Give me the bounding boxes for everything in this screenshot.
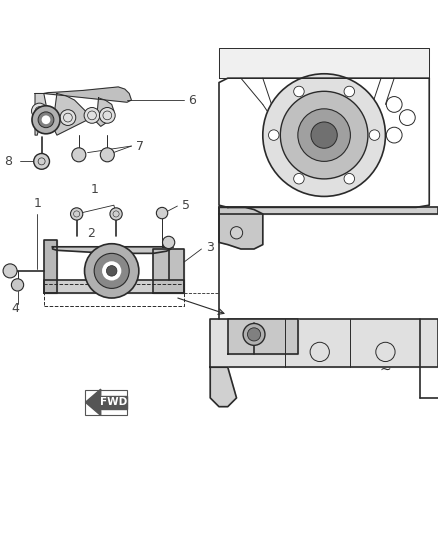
Text: FWD: FWD [100, 397, 127, 407]
Circle shape [84, 108, 100, 123]
Polygon shape [210, 367, 237, 407]
Text: 8: 8 [4, 155, 12, 168]
Polygon shape [101, 395, 127, 409]
Text: 5: 5 [182, 199, 190, 212]
Circle shape [3, 264, 17, 278]
Circle shape [156, 207, 168, 219]
Circle shape [311, 122, 337, 148]
Circle shape [42, 115, 50, 124]
Circle shape [247, 328, 261, 341]
Polygon shape [53, 93, 92, 135]
Polygon shape [153, 249, 184, 293]
Polygon shape [53, 247, 171, 253]
Circle shape [85, 244, 139, 298]
Circle shape [38, 112, 54, 128]
Circle shape [32, 106, 60, 134]
Circle shape [369, 130, 380, 140]
Polygon shape [228, 319, 298, 354]
Circle shape [268, 130, 279, 140]
Polygon shape [85, 389, 101, 415]
Circle shape [32, 103, 47, 119]
Circle shape [100, 148, 114, 162]
Text: 1: 1 [90, 183, 98, 197]
Circle shape [243, 324, 265, 345]
Circle shape [99, 108, 115, 123]
Circle shape [11, 279, 24, 291]
Polygon shape [219, 47, 429, 78]
Circle shape [60, 110, 76, 125]
Polygon shape [44, 280, 184, 293]
Polygon shape [44, 240, 57, 293]
Circle shape [71, 208, 83, 220]
Circle shape [94, 253, 129, 288]
Polygon shape [219, 207, 438, 214]
Circle shape [230, 227, 243, 239]
Circle shape [263, 74, 385, 197]
Text: 3: 3 [206, 241, 214, 254]
Circle shape [344, 86, 355, 96]
Circle shape [298, 109, 350, 161]
Circle shape [106, 265, 117, 276]
Polygon shape [44, 87, 131, 102]
Circle shape [344, 173, 355, 184]
Circle shape [280, 91, 368, 179]
Text: 2: 2 [88, 227, 95, 240]
Polygon shape [96, 98, 114, 126]
Text: 7: 7 [136, 140, 144, 152]
Circle shape [293, 173, 304, 184]
Polygon shape [219, 207, 263, 249]
Text: ~: ~ [380, 362, 391, 376]
Circle shape [162, 236, 175, 248]
Text: 6: 6 [188, 94, 196, 107]
Text: 1: 1 [33, 197, 41, 209]
Polygon shape [210, 319, 438, 367]
Circle shape [72, 148, 86, 162]
Polygon shape [35, 93, 46, 135]
Text: 4: 4 [11, 302, 19, 314]
Circle shape [34, 154, 49, 169]
Circle shape [293, 86, 304, 96]
Circle shape [102, 261, 121, 280]
Circle shape [110, 208, 122, 220]
